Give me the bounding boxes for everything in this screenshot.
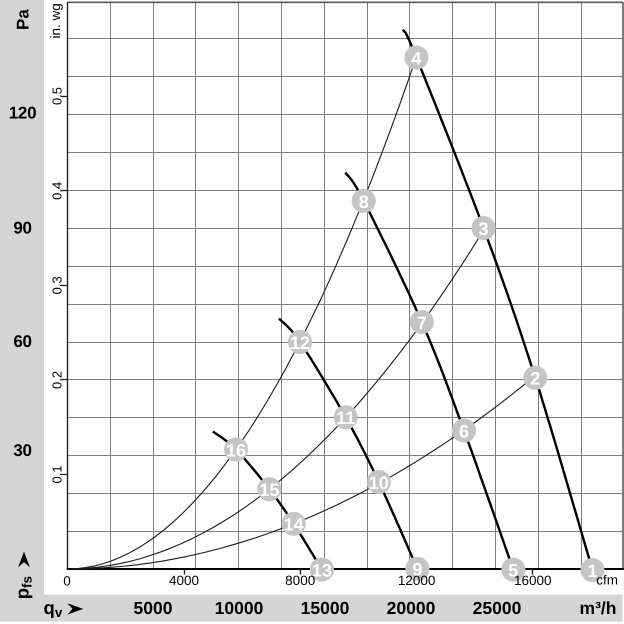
- svg-text:0.1: 0.1: [50, 465, 65, 483]
- svg-text:4: 4: [411, 48, 421, 68]
- svg-text:11: 11: [336, 408, 355, 428]
- svg-text:25000: 25000: [473, 598, 522, 618]
- svg-text:13: 13: [312, 560, 332, 580]
- svg-text:0.2: 0.2: [50, 371, 65, 389]
- svg-text:16000: 16000: [514, 573, 552, 588]
- svg-text:30: 30: [13, 441, 31, 460]
- svg-text:4000: 4000: [169, 573, 199, 588]
- svg-text:2: 2: [530, 369, 540, 389]
- svg-text:0.4: 0.4: [50, 182, 65, 200]
- svg-text:cfm: cfm: [596, 573, 618, 588]
- svg-text:m³/h: m³/h: [580, 598, 617, 618]
- svg-text:20000: 20000: [387, 598, 436, 618]
- svg-text:12000: 12000: [398, 573, 436, 588]
- svg-text:15: 15: [259, 480, 279, 500]
- svg-text:14: 14: [284, 515, 304, 535]
- svg-text:0: 0: [63, 574, 71, 589]
- svg-text:120: 120: [9, 103, 36, 122]
- svg-text:9: 9: [412, 560, 422, 580]
- svg-text:8: 8: [359, 192, 369, 212]
- svg-text:16: 16: [226, 440, 246, 460]
- svg-text:5: 5: [508, 561, 518, 581]
- svg-text:1: 1: [587, 561, 597, 581]
- svg-text:10000: 10000: [215, 598, 264, 618]
- svg-text:Pa: Pa: [14, 9, 33, 30]
- svg-text:0.3: 0.3: [50, 276, 65, 294]
- svg-text:60: 60: [13, 332, 31, 351]
- svg-text:in. wg: in. wg: [48, 3, 63, 38]
- svg-text:7: 7: [417, 313, 427, 333]
- svg-text:6: 6: [459, 421, 469, 441]
- svg-text:0.5: 0.5: [50, 87, 65, 105]
- svg-text:10: 10: [369, 473, 389, 493]
- svg-text:8000: 8000: [285, 573, 315, 588]
- svg-text:15000: 15000: [301, 598, 350, 618]
- svg-text:5000: 5000: [134, 598, 173, 618]
- svg-text:3: 3: [478, 219, 488, 239]
- svg-text:90: 90: [13, 219, 31, 238]
- svg-text:12: 12: [290, 333, 310, 353]
